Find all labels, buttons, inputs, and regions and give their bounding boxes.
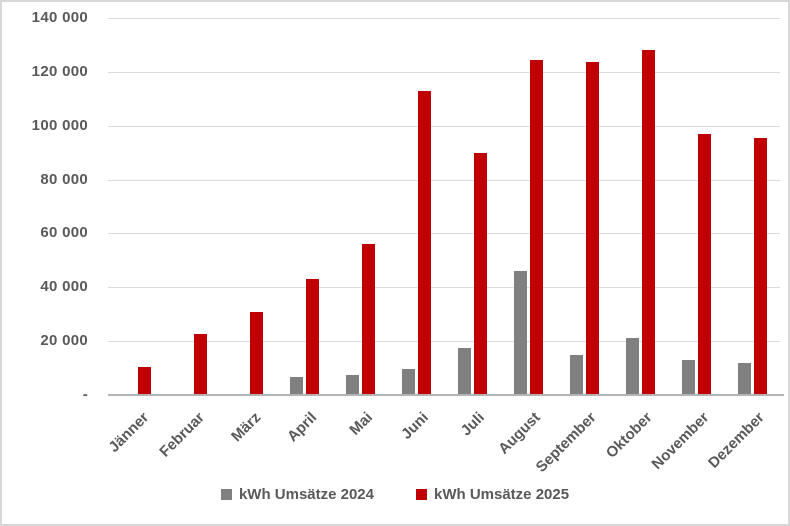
- legend-swatch-2024: [220, 489, 232, 500]
- gridline-60000: [108, 233, 780, 235]
- legend-label: kWh Umsätze 2024: [238, 486, 374, 503]
- bar-2024-september: [569, 354, 583, 395]
- y-tick-label: 140 000: [31, 9, 88, 26]
- x-tick-label-august: August: [495, 409, 545, 458]
- bar-2025-juli: [473, 152, 487, 395]
- bar-2024-august: [513, 271, 527, 395]
- bar-2024-juli: [457, 347, 471, 395]
- x-tick-label-dezember: Dezember: [705, 409, 769, 472]
- bar-2025-august: [529, 59, 543, 395]
- gridline-140000: [108, 18, 780, 19]
- bar-2025-märz: [249, 311, 263, 395]
- y-tick-label: 100 000: [31, 116, 88, 134]
- x-tick-label-november: November: [648, 409, 713, 473]
- x-tick-label-mai: Mai: [346, 409, 377, 439]
- x-tick-label-jänner: Jänner: [105, 409, 153, 456]
- legend-swatch-2025: [416, 489, 427, 500]
- x-tick-label-juni: Juni: [398, 409, 433, 443]
- y-tick-label: 120 000: [31, 62, 88, 80]
- x-tick-label-september: September: [533, 409, 601, 476]
- legend-entry-2025: kWh Umsätze 2025: [416, 486, 569, 503]
- gridline-120000: [108, 71, 780, 73]
- y-tick-label: 40 000: [40, 278, 88, 296]
- y-tick-label: 80 000: [40, 170, 88, 188]
- gridline-100000: [108, 125, 780, 127]
- y-tick-label: -: [82, 386, 88, 403]
- x-tick-label-april: April: [283, 409, 321, 446]
- bar-2024-juni: [401, 369, 415, 395]
- bar-2025-dezember: [753, 137, 767, 395]
- x-tick-label-märz: März: [227, 409, 265, 446]
- gridline-20000: [108, 341, 780, 343]
- x-tick-label-juli: Juli: [457, 409, 489, 440]
- bar-2025-april: [305, 279, 319, 395]
- bar-2025-november: [697, 133, 711, 395]
- bar-2024-oktober: [625, 338, 639, 395]
- bar-2025-februar: [193, 334, 207, 395]
- y-tick-label: 60 000: [40, 224, 88, 242]
- x-axis-line: [108, 394, 784, 396]
- x-tick-label-oktober: Oktober: [603, 409, 657, 462]
- bar-2025-juni: [417, 90, 431, 395]
- legend: kWh Umsätze 2024 kWh Umsätze 2025: [2, 486, 788, 503]
- bar-2025-oktober: [641, 50, 655, 395]
- bar-2024-dezember: [737, 362, 751, 395]
- y-tick-label: 20 000: [40, 332, 88, 350]
- legend-entry-2024: kWh Umsätze 2024: [220, 486, 374, 503]
- bar-2025-mai: [361, 244, 375, 395]
- gridline-40000: [108, 287, 780, 289]
- bar-2025-jänner: [137, 366, 151, 395]
- legend-label: kWh Umsätze 2025: [434, 486, 570, 503]
- x-tick-label-februar: Februar: [156, 409, 209, 461]
- gridline-80000: [108, 179, 780, 181]
- bar-2024-mai: [345, 374, 359, 395]
- bar-2024-november: [681, 359, 695, 395]
- bar-2025-september: [585, 62, 599, 395]
- bar-2024-april: [289, 377, 303, 395]
